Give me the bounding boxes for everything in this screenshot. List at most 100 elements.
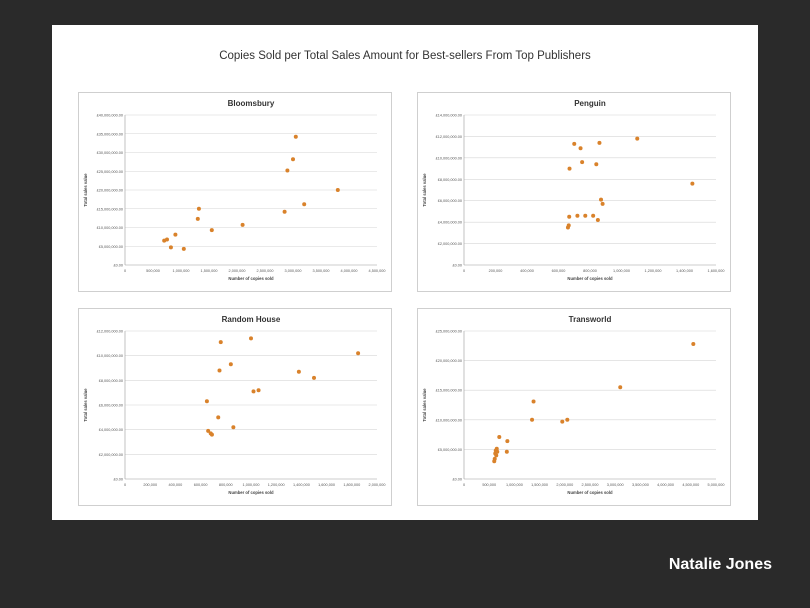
data-point [282, 209, 287, 214]
x-tick-label: 1,500,000 [531, 483, 548, 487]
y-tick-label: £35,000,000.00 [97, 132, 123, 136]
x-tick-label: 2,500,000 [582, 483, 599, 487]
y-tick-label: £10,000,000.00 [436, 156, 462, 160]
data-point [504, 449, 509, 454]
data-point [575, 213, 580, 218]
x-tick-label: 2,000,000 [369, 483, 386, 487]
x-tick-label: 1,000,000 [173, 269, 190, 273]
x-tick-label: 1,500,000 [201, 269, 218, 273]
data-point [594, 162, 599, 167]
chart-title: Random House [222, 315, 281, 324]
data-point [560, 419, 565, 424]
data-point [492, 456, 497, 461]
x-axis-label: Number of copies sold [228, 490, 274, 495]
chart-title: Transworld [569, 315, 612, 324]
x-tick-label: 1,000,000 [243, 483, 260, 487]
x-tick-label: 0 [463, 269, 465, 273]
data-point [583, 213, 588, 218]
x-tick-label: 1,000,000 [613, 269, 630, 273]
author-name: Natalie Jones [668, 556, 772, 573]
data-point [216, 415, 221, 420]
data-point [597, 140, 602, 145]
data-point [285, 168, 290, 173]
x-tick-label: 3,500,000 [313, 269, 330, 273]
data-point [240, 222, 245, 227]
data-point [567, 214, 572, 219]
chart-panel-bloomsbury: Bloomsbury £0.00 £5,000,000.00 £10,000,000.… [78, 92, 392, 292]
x-tick-label: 1,200,000 [268, 483, 285, 487]
x-tick-label: 0 [124, 483, 126, 487]
data-point [618, 385, 623, 390]
data-point [494, 446, 499, 451]
x-tick-label: 0 [463, 483, 465, 487]
y-tick-label: £5,000,000.00 [438, 448, 462, 452]
y-tick-label: £12,000,000.00 [436, 135, 462, 139]
data-point [635, 136, 640, 141]
x-tick-label: 1,800,000 [343, 483, 360, 487]
x-tick-label: 2,000,000 [556, 483, 573, 487]
data-point [691, 342, 696, 347]
data-point [302, 202, 307, 207]
data-point [204, 399, 209, 404]
x-tick-label: 1,600,000 [708, 269, 725, 273]
x-tick-label: 4,000,000 [341, 269, 358, 273]
x-tick-label: 1,600,000 [318, 483, 335, 487]
x-axis-label: Number of copies sold [228, 276, 274, 281]
data-point [291, 157, 295, 162]
y-tick-label: £8,000,000.00 [438, 178, 462, 182]
x-tick-label: 4,000,000 [657, 483, 674, 487]
x-tick-label: 4,500,000 [369, 269, 386, 273]
data-point [181, 246, 186, 251]
data-point [293, 134, 298, 139]
x-tick-label: 1,000,000 [506, 483, 523, 487]
y-tick-label: £10,000,000.00 [436, 418, 462, 422]
chart-transworld: Transworld £0.00 £5,000,000.00 £10,000,000.… [422, 315, 725, 495]
y-axis-label: Total sales value [422, 388, 427, 422]
x-tick-label: 3,500,000 [632, 483, 649, 487]
data-point [209, 228, 214, 233]
y-tick-label: £20,000,000.00 [436, 359, 462, 363]
data-point [580, 160, 585, 165]
x-tick-label: 800,000 [583, 269, 597, 273]
x-tick-label: 800,000 [219, 483, 233, 487]
data-point [195, 216, 200, 221]
data-point [251, 389, 256, 394]
x-tick-label: 5,000,000 [708, 483, 725, 487]
data-point [249, 336, 253, 341]
data-point [505, 439, 510, 444]
y-tick-label: £15,000,000.00 [436, 389, 462, 393]
y-tick-label: £10,000,000.00 [97, 226, 123, 230]
x-tick-label: 400,000 [169, 483, 183, 487]
x-tick-label: 2,500,000 [257, 269, 274, 273]
y-tick-label: £12,000,000.00 [97, 330, 123, 334]
x-tick-label: 200,000 [143, 483, 157, 487]
data-point [530, 417, 535, 422]
data-point [256, 388, 261, 393]
x-tick-label: 400,000 [520, 269, 534, 273]
data-point [495, 449, 500, 454]
chart-penguin: Penguin £0.00 £2,000,000.00 £4,000,000.00 £6… [422, 99, 725, 281]
y-tick-label: £0.00 [113, 478, 123, 482]
y-tick-label: £4,000,000.00 [438, 221, 462, 225]
data-point [228, 362, 233, 367]
data-point [312, 375, 316, 380]
chart-panel-penguin: Penguin £0.00 £2,000,000.00 £4,000,000.00 £6… [417, 92, 731, 292]
data-point [218, 340, 223, 345]
x-tick-label: 2,000,000 [229, 269, 246, 273]
y-tick-label: £40,000,000.00 [97, 114, 123, 118]
data-point [206, 428, 211, 433]
data-point [600, 201, 605, 206]
slide: Copies Sold per Total Sales Amount for B… [52, 25, 758, 520]
y-tick-label: £4,000,000.00 [99, 428, 123, 432]
x-tick-label: 500,000 [482, 483, 496, 487]
x-tick-label: 3,000,000 [285, 269, 302, 273]
data-point [690, 181, 695, 186]
data-point [165, 237, 169, 242]
x-tick-label: 1,400,000 [676, 269, 693, 273]
y-tick-label: £15,000,000.00 [97, 207, 123, 211]
y-tick-label: £20,000,000.00 [97, 189, 123, 193]
y-tick-label: £2,000,000.00 [438, 242, 462, 246]
chart-panel-random-house: Random House £0.00 £2,000,000.00 £4,000,000… [78, 308, 392, 506]
chart-random-house: Random House £0.00 £2,000,000.00 £4,000,000… [83, 315, 386, 495]
y-axis-label: Total sales value [422, 173, 427, 207]
